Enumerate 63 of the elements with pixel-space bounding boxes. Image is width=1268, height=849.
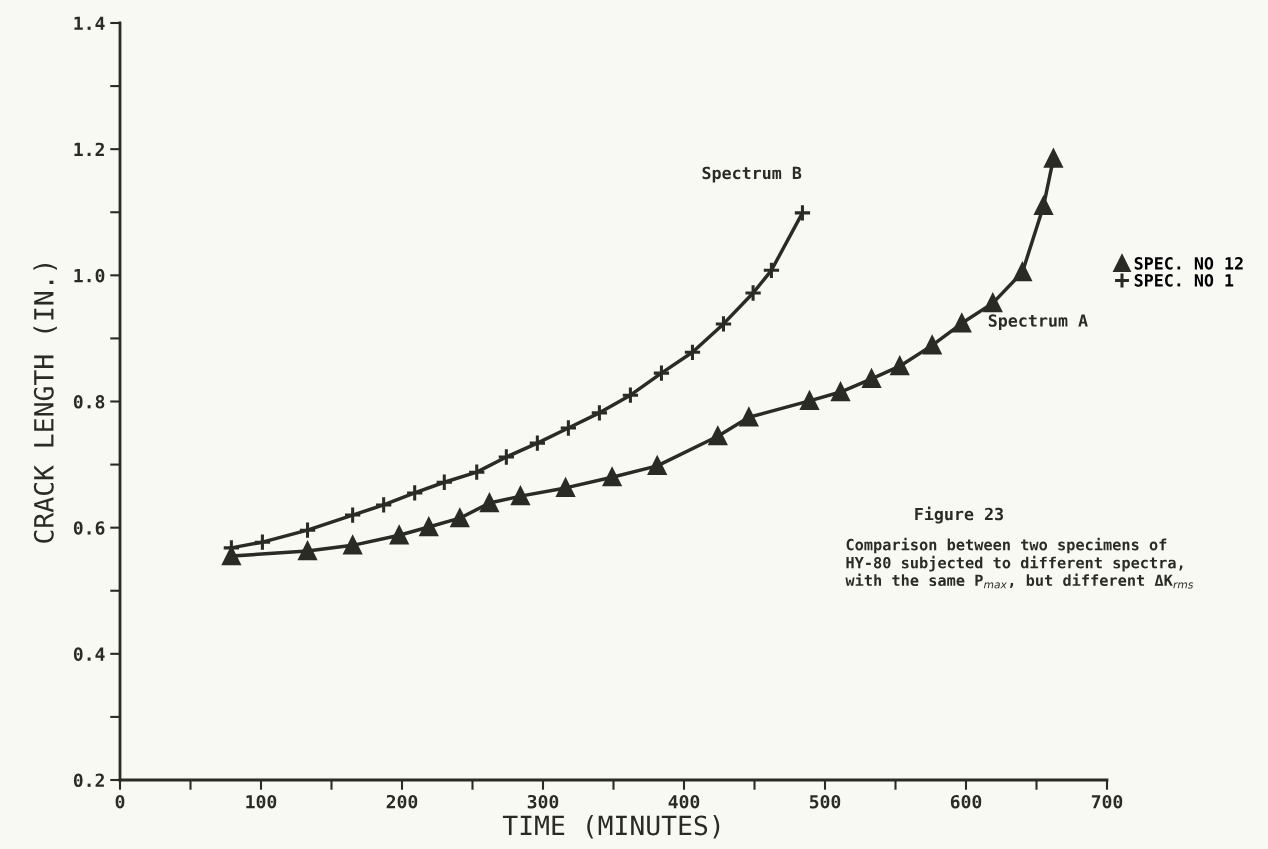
point [480,493,499,513]
y-tick-label: 0.6 [73,521,105,535]
legend-label: SPEC. NO 1 [1134,274,1234,287]
x-tick-label: 500 [809,794,841,809]
legend-label: SPEC. NO 12 [1134,257,1243,270]
x-axis-title: TIME (MINUTES) [502,815,720,839]
x-tick-label: 0 [115,794,125,809]
point [683,343,702,362]
annotation: Comparison between two specimens of HY-80 subjected to different spectra, with the same P$_{max}$, but different ΔK$_{rms}$ [845,537,1194,589]
point [419,517,438,537]
y-tick-label: 0.4 [73,647,105,661]
annotation: Figure 23 [915,506,1004,524]
y-axis-title: CRACK LENGTH (IN.) [33,264,57,543]
point [298,541,317,561]
point [590,403,609,423]
point [253,533,272,552]
x-tick-label: 200 [386,794,418,809]
y-tick-label: 1.4 [74,16,105,30]
point [405,483,424,503]
point [647,454,668,476]
point [652,363,671,383]
point [793,203,812,223]
point [343,536,362,555]
point [343,505,362,525]
point [298,521,317,540]
point [762,261,781,280]
point [390,526,409,545]
x-tick-label: 600 [950,794,982,809]
point [743,283,763,303]
point [1034,196,1053,216]
point [374,495,393,515]
point [559,418,578,438]
y-tick-label: 0.8 [73,394,105,409]
point [922,336,942,355]
point [528,433,547,453]
point [467,462,486,482]
point [555,476,576,498]
point [1044,149,1063,168]
point [450,509,469,528]
point [1013,263,1032,282]
point [861,367,882,388]
y-tick-label: 1.2 [74,142,104,157]
point [983,293,1002,313]
annotation: Spectrum A [988,314,1088,331]
point [831,382,850,402]
point [435,473,454,492]
x-tick-label: 400 [668,794,700,809]
point [497,447,516,467]
point [952,314,971,333]
point [511,486,530,506]
point [602,468,622,487]
y-tick-label: 1.0 [74,268,105,283]
point [799,389,820,411]
point [621,386,640,405]
x-tick-label: 700 [1091,794,1123,809]
point [708,427,728,446]
point [714,314,733,334]
y-tick-label: 0.2 [73,773,104,788]
point [739,408,759,427]
annotation: Spectrum B [702,166,802,183]
x-tick-label: 300 [527,794,559,809]
x-tick-label: 100 [246,794,277,809]
point [890,357,909,376]
